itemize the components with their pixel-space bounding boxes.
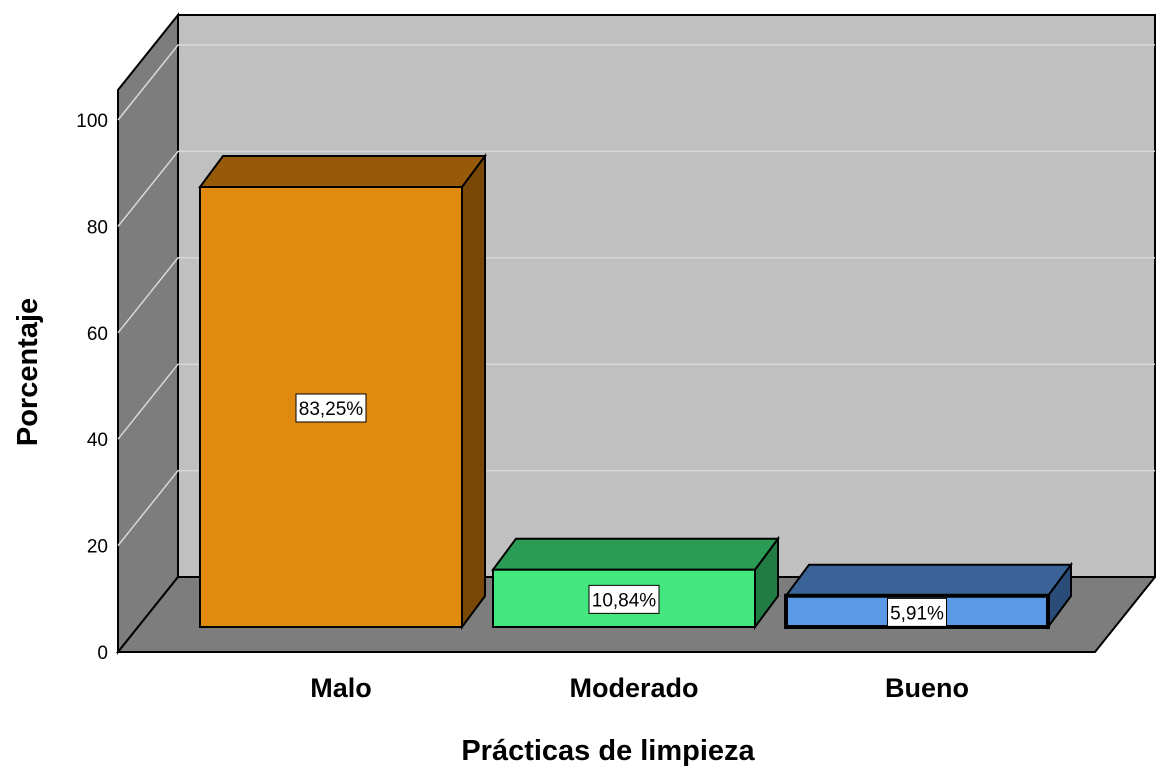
svg-text:83,25%: 83,25% [299,399,364,420]
gridline [117,44,1155,121]
y-tick-label: 80 [87,217,108,238]
gridline [117,150,1155,227]
y-tick-label: 40 [87,430,108,451]
data-label: 5,91% [887,597,947,627]
x-tick-label: Malo [310,673,372,703]
x-tick-label: Bueno [885,673,969,703]
gridline [117,257,1155,334]
bar-malo [198,152,487,631]
y-tick-label: 60 [87,324,108,345]
gridline [117,363,1155,440]
svg-text:10,84%: 10,84% [592,590,657,611]
x-tick-label: Moderado [569,673,698,703]
data-label: 10,84% [588,584,660,614]
y-axis-title: Porcentaje [12,298,44,446]
side-wall [117,12,179,655]
svg-text:5,91%: 5,91% [890,603,944,624]
data-label: 83,25% [295,393,367,423]
bar-bueno [784,561,1073,631]
y-tick-label: 100 [76,111,108,132]
x-axis-title: Prácticas de limpieza [461,735,755,767]
bar-moderado [491,535,780,631]
gridline [117,469,1155,547]
y-tick-label: 20 [87,537,108,558]
y-tick-label: 0 [97,643,108,664]
